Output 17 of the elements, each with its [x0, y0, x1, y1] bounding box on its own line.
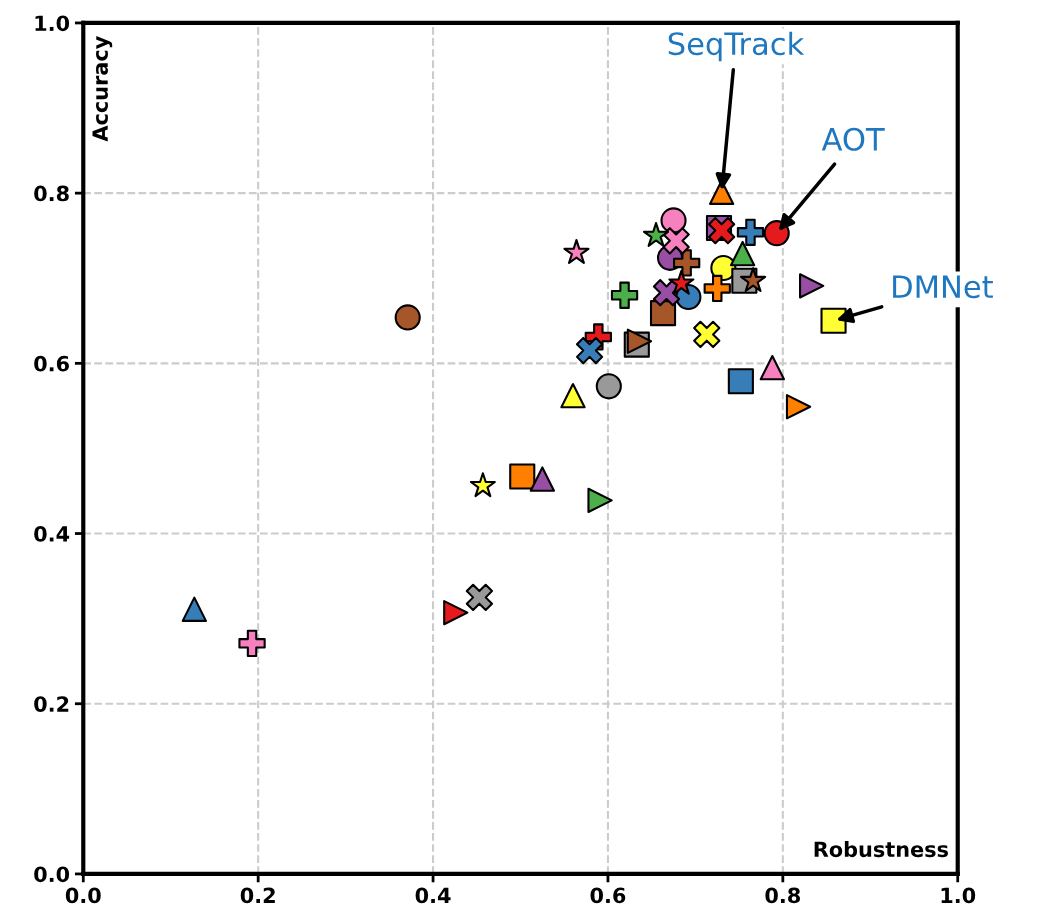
annotation: AOT: [821, 127, 885, 151]
y-axis-title: Accuracy: [92, 36, 113, 142]
y-tick-label: 1.0: [35, 15, 70, 32]
x-tick-label: 0.4: [415, 887, 451, 904]
annotation: DMNet: [893, 275, 993, 299]
y-tick-label: 0.2: [34, 696, 69, 712]
x-tick-label: 1.0: [941, 887, 976, 904]
x-tick-label: 0.6: [590, 887, 626, 904]
y-tick-label: 0.6: [34, 355, 69, 372]
y-tick-label: 0.4: [34, 525, 70, 542]
x-tick-label: 0.2: [240, 887, 275, 904]
x-tick-label: 0.8: [765, 887, 800, 904]
y-tick-label: 0.0: [34, 866, 70, 883]
y-tick-label: 0.8: [34, 185, 69, 202]
x-tick-label: 0.0: [65, 887, 101, 904]
annotation: SeqTrack: [668, 31, 805, 62]
x-axis-title: Robustness: [814, 841, 948, 858]
